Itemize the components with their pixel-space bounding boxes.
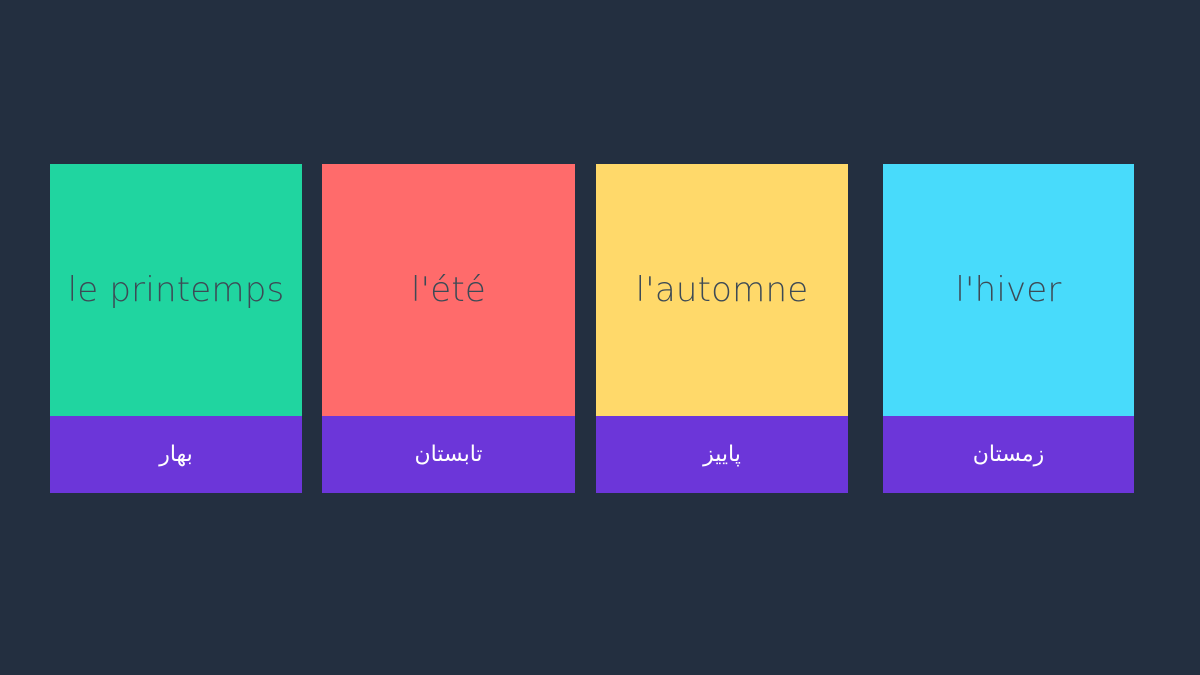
card-top: l'automne — [596, 164, 848, 416]
card-bottom: بهار — [50, 416, 302, 493]
french-word: l'été — [411, 270, 486, 310]
card-spring: le printemps بهار — [50, 164, 302, 493]
persian-word: بهار — [159, 442, 193, 467]
persian-word: زمستان — [972, 442, 1045, 467]
card-winter: l'hiver زمستان — [883, 164, 1134, 493]
french-word: l'hiver — [955, 270, 1062, 310]
card-bottom: پاییز — [596, 416, 848, 493]
card-top: l'été — [322, 164, 575, 416]
card-top: l'hiver — [883, 164, 1134, 416]
card-autumn: l'automne پاییز — [596, 164, 848, 493]
persian-word: پاییز — [703, 442, 741, 467]
french-word: le printemps — [67, 270, 285, 310]
card-bottom: زمستان — [883, 416, 1134, 493]
persian-word: تابستان — [414, 442, 483, 467]
card-bottom: تابستان — [322, 416, 575, 493]
card-top: le printemps — [50, 164, 302, 416]
card-summer: l'été تابستان — [322, 164, 575, 493]
french-word: l'automne — [635, 270, 809, 310]
